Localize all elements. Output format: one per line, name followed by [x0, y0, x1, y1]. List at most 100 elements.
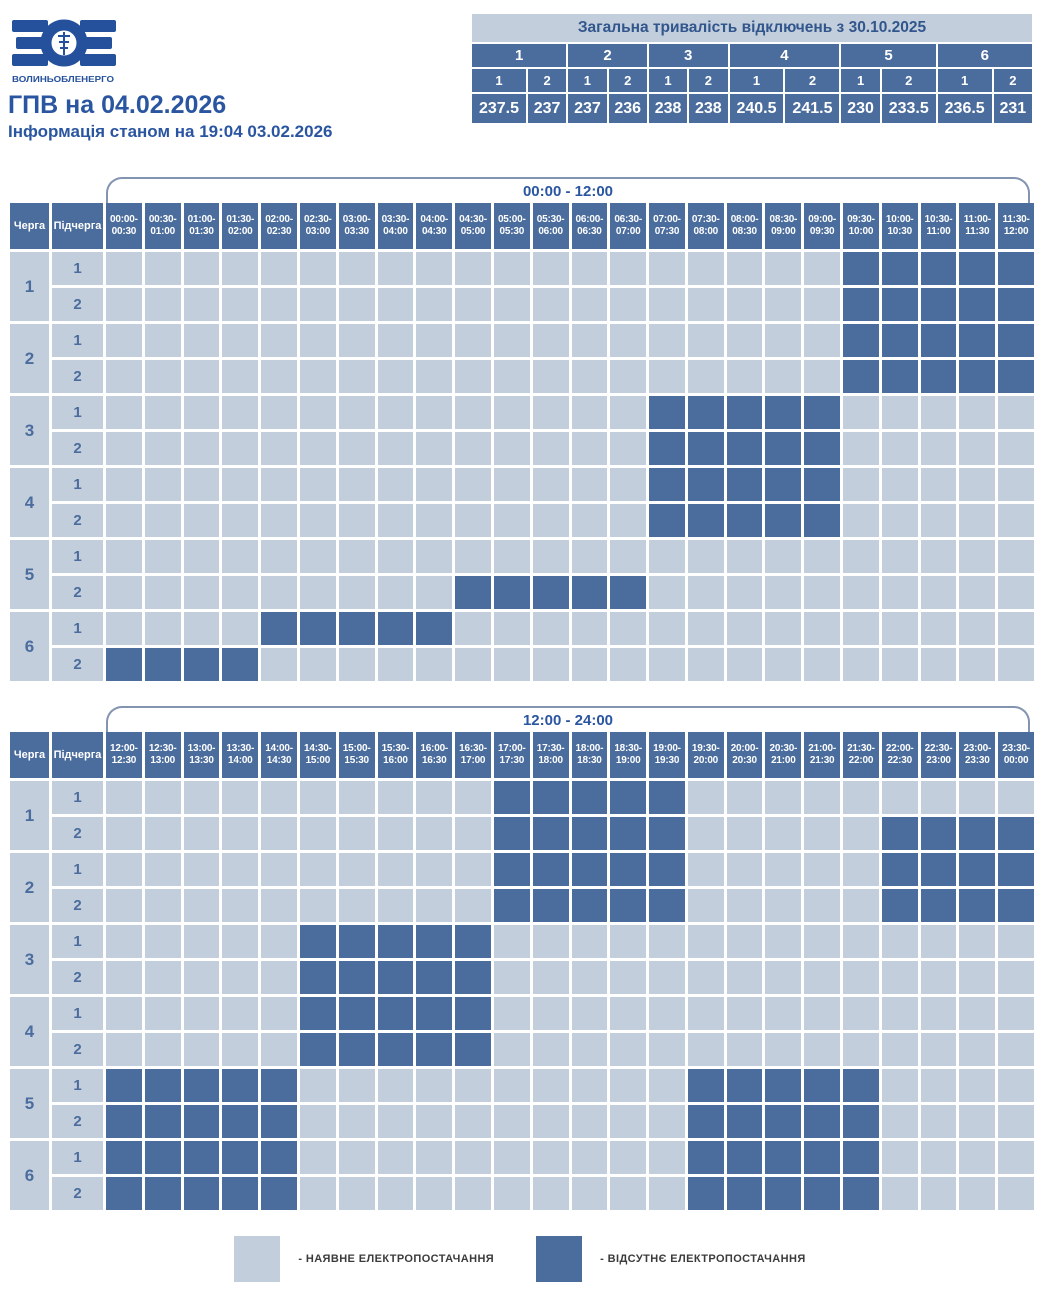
- schedule-cell: [455, 853, 491, 886]
- schedule-cell: [649, 324, 685, 357]
- schedule-cell: [649, 1177, 685, 1210]
- schedule-cell: [493, 324, 530, 357]
- schedule-cell: [804, 468, 841, 501]
- schedule-cell: [299, 997, 336, 1030]
- schedule-cell: [920, 1105, 957, 1138]
- queue-label-cell: 6: [10, 612, 49, 681]
- schedule-cell: [687, 252, 724, 285]
- schedule-cell: [804, 1177, 841, 1210]
- schedule-cell: [222, 576, 259, 609]
- schedule-cell: [765, 432, 802, 465]
- schedule-cell: [610, 781, 647, 814]
- schedule-cell: [222, 1141, 259, 1174]
- schedule-cell: [843, 1033, 879, 1066]
- schedule-cell: [183, 997, 220, 1030]
- schedule-table: Черга Підчерга 12:00- 12:30 12:30- 13:00 13:00…: [10, 732, 1034, 1210]
- schedule-cell: [804, 997, 841, 1030]
- schedule-cell: [610, 468, 647, 501]
- schedule-cell: [920, 889, 957, 922]
- schedule-cell: [649, 540, 685, 573]
- schedule-cell: [106, 432, 142, 465]
- time-start: 01:00-: [187, 214, 216, 225]
- schedule-cell: [183, 817, 220, 850]
- schedule-cell: [144, 1105, 181, 1138]
- schedule-cell: [532, 360, 569, 393]
- schedule-cell: [610, 432, 647, 465]
- schedule-cell: [455, 288, 491, 321]
- schedule-cell: [106, 1069, 142, 1102]
- schedule-cell: [726, 817, 763, 850]
- summary-hours-value: 240.5: [729, 94, 784, 123]
- schedule-cell: [222, 432, 259, 465]
- time-end: 07:00: [615, 226, 641, 237]
- schedule-cell: [843, 396, 879, 429]
- schedule-cell: [571, 817, 608, 850]
- schedule-cell: [338, 612, 375, 645]
- schedule-cell: [881, 1141, 918, 1174]
- subqueue-label-cell: 1: [52, 925, 103, 958]
- time-end: 00:00: [1003, 755, 1029, 766]
- queue-label-cell: 3: [10, 396, 49, 465]
- summary-subqueue-header: 2: [608, 69, 647, 92]
- schedule-cell: [222, 504, 259, 537]
- summary-subqueue-header: 1: [568, 69, 607, 92]
- schedule-cell: [920, 576, 957, 609]
- schedule-cell: [571, 396, 608, 429]
- subqueue-label-cell: 2: [52, 1105, 103, 1138]
- summary-subqueue-header: 2: [881, 69, 936, 92]
- schedule-cell: [183, 1177, 220, 1210]
- schedule-cell: [532, 252, 569, 285]
- time-end: 22:00: [848, 755, 874, 766]
- schedule-cell: [183, 360, 220, 393]
- schedule-cell: [920, 1033, 957, 1066]
- schedule-cell: [998, 781, 1034, 814]
- status-line: Інформація станом на 19:04 03.02.2026: [8, 122, 333, 141]
- summary-subqueue-header: 1: [648, 69, 688, 92]
- schedule-cell: [920, 997, 957, 1030]
- schedule-cell: [144, 961, 181, 994]
- time-start: 02:30-: [303, 214, 332, 225]
- schedule-cell: [920, 612, 957, 645]
- queue-label-cell: 2: [10, 324, 49, 393]
- schedule-cell: [377, 889, 414, 922]
- schedule-cell: [726, 396, 763, 429]
- legend-item-available: - НАЯВНЕ ЕЛЕКТРОПОСТАЧАННЯ: [234, 1236, 494, 1282]
- schedule-cell: [183, 540, 220, 573]
- subqueue-label-cell: 1: [52, 997, 103, 1030]
- time-start: 10:30-: [924, 214, 953, 225]
- schedule-cell: [881, 396, 918, 429]
- schedule-cell: [804, 324, 841, 357]
- time-start: 07:00-: [653, 214, 681, 225]
- schedule-cell: [416, 648, 453, 681]
- summary-queue-header: 5: [841, 44, 936, 67]
- schedule-cell: [726, 1033, 763, 1066]
- time-header-cell: 20:30- 21:00: [765, 732, 802, 778]
- schedule-cell: [261, 853, 297, 886]
- schedule-cell: [765, 781, 802, 814]
- time-start: 13:30-: [226, 743, 255, 754]
- time-header-cell: 05:00- 05:30: [493, 203, 530, 249]
- schedule-cell: [998, 961, 1034, 994]
- schedule-cell: [881, 324, 918, 357]
- schedule-cell: [299, 853, 336, 886]
- schedule-cell: [338, 324, 375, 357]
- schedule-cell: [455, 612, 491, 645]
- schedule-cell: [959, 1069, 996, 1102]
- time-start: 09:30-: [847, 214, 875, 225]
- power-on-swatch-icon: [234, 1236, 281, 1282]
- schedule-cell: [144, 889, 181, 922]
- queue-column-header: Черга: [10, 732, 49, 778]
- time-header-cell: 12:00- 12:30: [106, 732, 142, 778]
- schedule-cell: [106, 468, 142, 501]
- schedule-cell: [106, 997, 142, 1030]
- schedule-cell: [532, 925, 569, 958]
- schedule-cell: [649, 817, 685, 850]
- schedule-cell: [998, 468, 1034, 501]
- schedule-cell: [571, 252, 608, 285]
- schedule-cell: [998, 853, 1034, 886]
- queue-label-cell: 4: [10, 997, 49, 1066]
- time-header-cell: 19:00- 19:30: [649, 732, 685, 778]
- schedule-cell: [299, 576, 336, 609]
- schedule-cell: [920, 288, 957, 321]
- schedule-cell: [222, 648, 259, 681]
